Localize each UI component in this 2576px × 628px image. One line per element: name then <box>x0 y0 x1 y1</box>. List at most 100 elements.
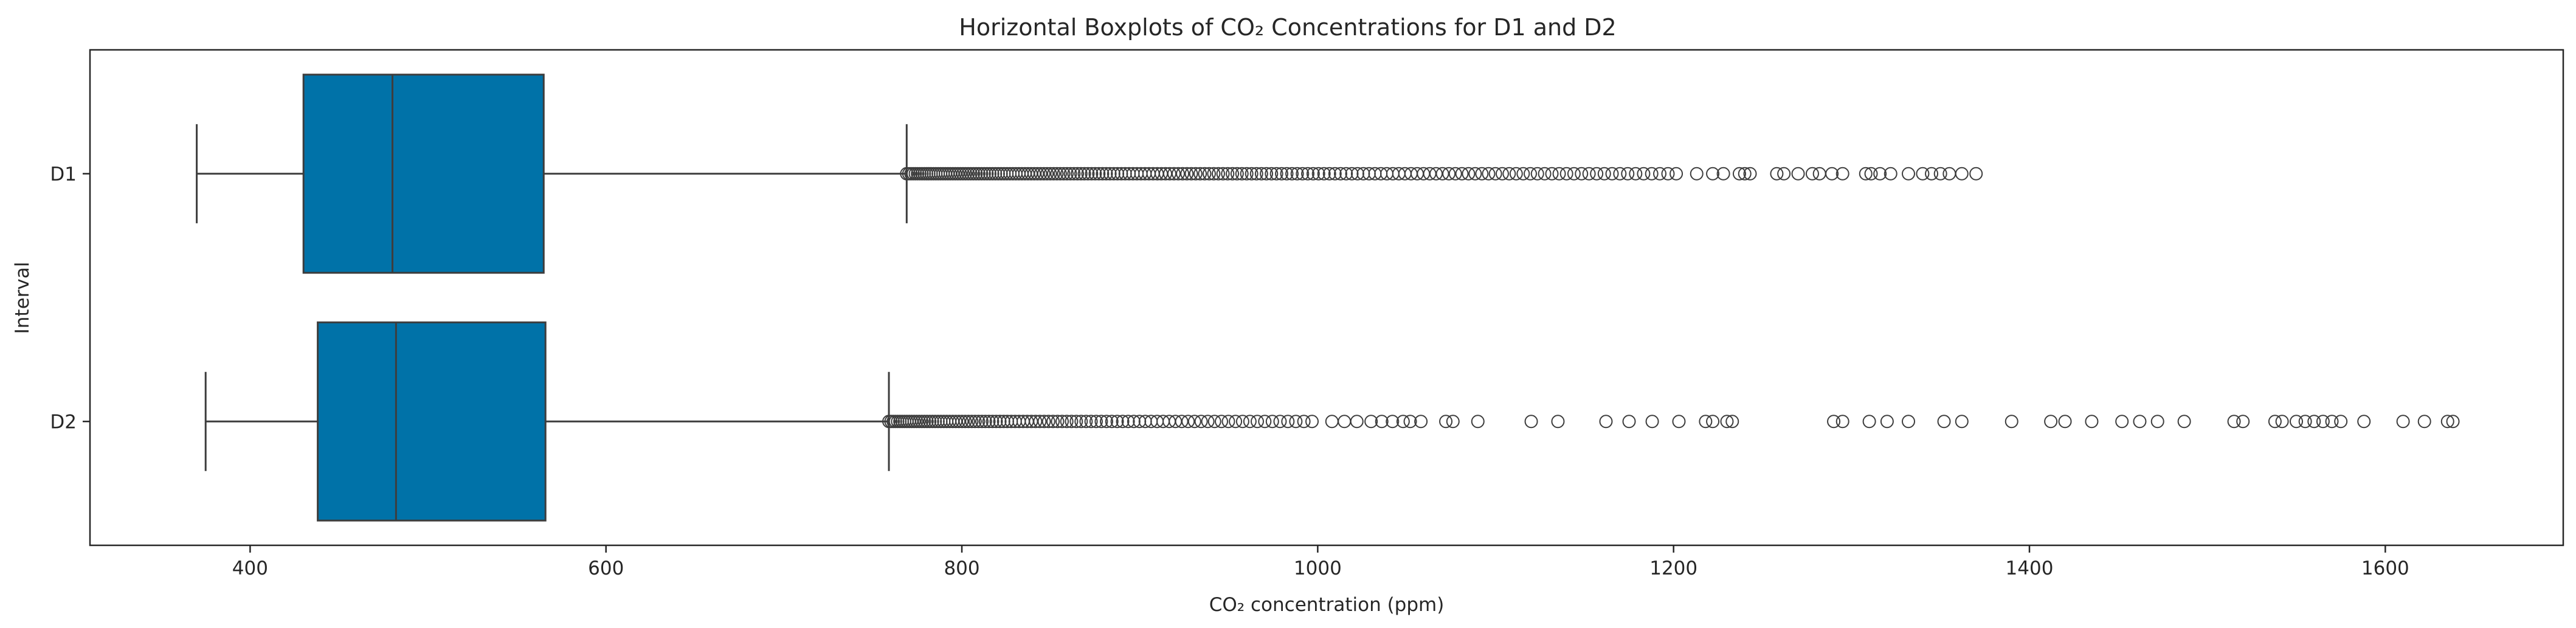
outlier-point <box>1235 167 1249 181</box>
outlier-point <box>2334 415 2348 429</box>
outlier-point <box>1345 167 1359 181</box>
outlier-point <box>1338 415 1352 429</box>
outlier-point <box>1055 415 1069 429</box>
outlier-point <box>1716 167 1730 181</box>
outlier-point <box>982 415 996 429</box>
outlier-point <box>2177 415 2191 429</box>
outlier-point <box>1524 167 1538 181</box>
outlier-point <box>1265 415 1279 429</box>
outlier-point <box>975 415 989 429</box>
x-tick-label: 1000 <box>1294 557 1342 579</box>
outlier-point <box>1285 167 1299 181</box>
outlier-point <box>1305 415 1319 429</box>
outlier-point <box>1629 167 1643 181</box>
outlier-point <box>1706 415 1720 429</box>
outlier-point <box>1296 167 1310 181</box>
outlier-point <box>952 415 966 429</box>
outlier-point <box>978 415 992 429</box>
outlier-point <box>1269 167 1283 181</box>
outlier-point <box>1435 167 1449 181</box>
outlier-point <box>1864 167 1878 181</box>
outlier-point <box>1235 415 1249 429</box>
outlier-point <box>1289 415 1303 429</box>
outlier-point <box>1942 167 1956 181</box>
outlier-point <box>1690 167 1704 181</box>
x-tick-label: 1200 <box>1649 557 1697 579</box>
outlier-point <box>1429 167 1443 181</box>
outlier-point <box>1221 415 1235 429</box>
outlier-point <box>1925 167 1939 181</box>
outlier-point <box>1622 415 1636 429</box>
outlier-point <box>1041 415 1055 429</box>
x-tick-label: 1400 <box>2006 557 2054 579</box>
outlier-point <box>1060 415 1074 429</box>
outlier-point <box>1229 415 1243 429</box>
outlier-point <box>1290 167 1304 181</box>
outlier-point <box>1770 167 1784 181</box>
outlier-point <box>1502 167 1516 181</box>
outlier-point <box>986 415 1000 429</box>
outlier-point <box>1053 167 1067 181</box>
outlier-point <box>1414 415 1428 429</box>
outlier-point <box>1051 415 1065 429</box>
outlier-point <box>968 415 982 429</box>
outlier-point <box>1060 167 1074 181</box>
outlier-point <box>928 415 942 429</box>
outlier-point <box>1226 167 1240 181</box>
outlier-point <box>2133 415 2147 429</box>
outlier-point <box>1317 167 1331 181</box>
outlier-point <box>1311 167 1325 181</box>
outlier-point <box>1092 167 1106 181</box>
outlier-point <box>1071 167 1085 181</box>
outlier-point <box>1738 167 1752 181</box>
outlier-point <box>2307 415 2321 429</box>
outlier-point <box>1955 167 1969 181</box>
outlier-point <box>1812 167 1826 181</box>
outlier-point <box>1524 415 1538 429</box>
outlier-point <box>1201 415 1215 429</box>
outlier-point <box>1077 167 1091 181</box>
outlier-point <box>1167 167 1181 181</box>
outlier-point <box>1488 167 1502 181</box>
outlier-point <box>2150 415 2164 429</box>
outlier-point <box>1805 167 1819 181</box>
outliers <box>900 167 1983 181</box>
outlier-point <box>1670 167 1683 181</box>
outlier-point <box>1637 167 1651 181</box>
outlier-point <box>2005 415 2018 429</box>
outlier-point <box>1559 167 1573 181</box>
outlier-point <box>1482 167 1496 181</box>
outlier-point <box>1181 415 1195 429</box>
outlier-point <box>1350 415 1364 429</box>
outlier-point <box>1645 415 1659 429</box>
outlier-point <box>2115 415 2129 429</box>
x-tick-label: 600 <box>588 557 624 579</box>
outlier-point <box>1031 167 1045 181</box>
outlier-point <box>1446 415 1460 429</box>
outlier-point <box>1094 415 1108 429</box>
outlier-point <box>1081 167 1095 181</box>
outlier-point <box>1110 415 1124 429</box>
outlier-point <box>1265 167 1279 181</box>
outlier-point <box>1096 167 1110 181</box>
outlier-point <box>1249 167 1263 181</box>
outlier-point <box>1777 167 1791 181</box>
outlier-point <box>1937 415 1951 429</box>
outlier-point <box>1211 167 1225 181</box>
outlier-point <box>986 167 1000 181</box>
outlier-point <box>961 415 975 429</box>
plot-frame <box>89 49 2564 547</box>
outlier-point <box>1375 415 1389 429</box>
outlier-point <box>1333 167 1347 181</box>
outlier-point <box>1516 167 1530 181</box>
outlier-point <box>1187 415 1201 429</box>
outlier-point <box>2440 415 2454 429</box>
outlier-point <box>1455 167 1469 181</box>
x-axis: 400 600 800 1000 1200 1400 1600 <box>232 545 2409 579</box>
outlier-point <box>1069 415 1083 429</box>
boxplot-d1 <box>196 74 1983 274</box>
outlier-point <box>1475 167 1489 181</box>
outlier-point <box>1720 415 1734 429</box>
outlier-point <box>1462 167 1476 181</box>
outlier-point <box>2058 415 2072 429</box>
